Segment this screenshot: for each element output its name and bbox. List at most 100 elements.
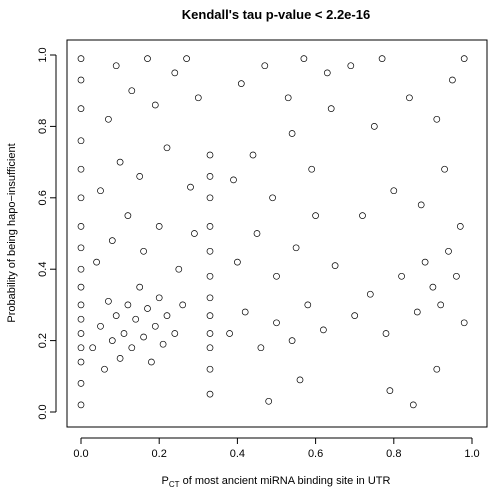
- data-point: [140, 333, 147, 341]
- y-axis-label: Probability of being hapo−insufficient: [6, 143, 18, 322]
- data-point: [194, 94, 202, 102]
- data-point: [453, 272, 460, 280]
- x-tick-label: 0.8: [386, 448, 401, 460]
- data-point: [261, 62, 269, 70]
- data-points: [77, 55, 468, 409]
- data-point: [253, 230, 261, 237]
- data-point: [108, 237, 116, 244]
- data-point: [77, 315, 85, 323]
- data-point: [359, 212, 366, 219]
- data-point: [327, 105, 335, 112]
- data-point: [320, 326, 327, 334]
- data-point: [288, 130, 296, 137]
- data-point: [140, 247, 147, 255]
- x-axis: 0.0 0.2 0.4 0.6 0.8 1.0: [73, 437, 480, 460]
- data-point: [390, 187, 398, 195]
- data-point: [269, 194, 276, 202]
- data-point: [449, 76, 456, 84]
- data-point: [237, 80, 245, 87]
- data-point: [77, 165, 85, 173]
- data-point: [77, 76, 85, 84]
- data-point: [77, 105, 85, 112]
- data-point: [77, 301, 85, 309]
- data-point: [77, 344, 85, 352]
- data-point: [265, 397, 273, 405]
- x-axis-label: PCT of most ancient miRNA binding site i…: [162, 475, 391, 489]
- data-point: [284, 94, 292, 102]
- y-tick-label: 1.0: [37, 47, 49, 62]
- data-point: [183, 55, 190, 62]
- data-point: [124, 301, 132, 309]
- data-point: [77, 55, 85, 62]
- data-point: [378, 55, 386, 62]
- data-point: [77, 194, 85, 202]
- y-tick-label: 0.0: [37, 404, 49, 419]
- data-point: [351, 312, 359, 319]
- data-point: [433, 365, 441, 373]
- data-point: [460, 55, 468, 62]
- data-point: [292, 244, 300, 252]
- plot-frame: [66, 39, 488, 428]
- data-point: [187, 183, 194, 191]
- data-point: [257, 344, 265, 352]
- data-point: [234, 258, 241, 266]
- data-point: [206, 173, 214, 180]
- data-point: [323, 69, 331, 77]
- data-point: [124, 212, 132, 219]
- data-point: [77, 223, 85, 230]
- data-point: [151, 101, 159, 109]
- x-tick-label: 0.4: [230, 448, 245, 460]
- data-point: [288, 337, 296, 344]
- data-point: [159, 340, 167, 348]
- data-point: [116, 355, 124, 362]
- data-point: [398, 272, 405, 280]
- data-point: [101, 365, 108, 373]
- data-point: [460, 319, 468, 327]
- y-tick-label: 0.6: [37, 190, 49, 205]
- y-tick-label: 0.2: [37, 333, 49, 348]
- data-point: [433, 115, 441, 123]
- data-point: [77, 283, 85, 291]
- data-point: [300, 55, 308, 62]
- x-tick-label: 1.0: [464, 448, 479, 460]
- data-point: [105, 297, 112, 305]
- y-tick-label: 0.4: [37, 262, 49, 277]
- data-point: [136, 283, 144, 291]
- y-tick-label: 0.8: [37, 119, 49, 134]
- data-point: [206, 151, 214, 159]
- data-point: [144, 55, 151, 62]
- y-axis: 0.0 0.2 0.4 0.6 0.8 1.0: [37, 47, 57, 420]
- data-point: [151, 322, 159, 330]
- x-axis-label-sub: CT: [169, 480, 180, 489]
- data-point: [163, 144, 171, 152]
- chart-title: Kendall's tau p-value < 2.2e-16: [182, 7, 370, 22]
- data-point: [175, 265, 183, 273]
- data-point: [417, 201, 425, 209]
- data-point: [331, 262, 339, 269]
- data-point: [132, 315, 140, 323]
- data-point: [308, 165, 316, 173]
- data-point: [206, 344, 214, 352]
- data-point: [128, 344, 136, 352]
- data-point: [413, 308, 421, 316]
- data-point: [241, 308, 249, 316]
- data-point: [382, 330, 390, 337]
- data-point: [273, 319, 280, 327]
- data-point: [456, 223, 464, 230]
- data-point: [108, 337, 116, 344]
- data-point: [116, 158, 124, 166]
- data-point: [97, 187, 104, 195]
- data-point: [77, 358, 85, 366]
- data-point: [312, 212, 319, 219]
- data-point: [136, 173, 144, 180]
- data-point: [445, 247, 452, 255]
- data-point: [93, 258, 100, 266]
- data-point: [230, 176, 237, 184]
- data-point: [421, 258, 429, 266]
- data-point: [249, 151, 257, 159]
- data-point: [206, 312, 214, 319]
- data-point: [155, 223, 163, 230]
- data-point: [179, 301, 187, 309]
- data-point: [273, 272, 280, 280]
- data-point: [206, 365, 214, 373]
